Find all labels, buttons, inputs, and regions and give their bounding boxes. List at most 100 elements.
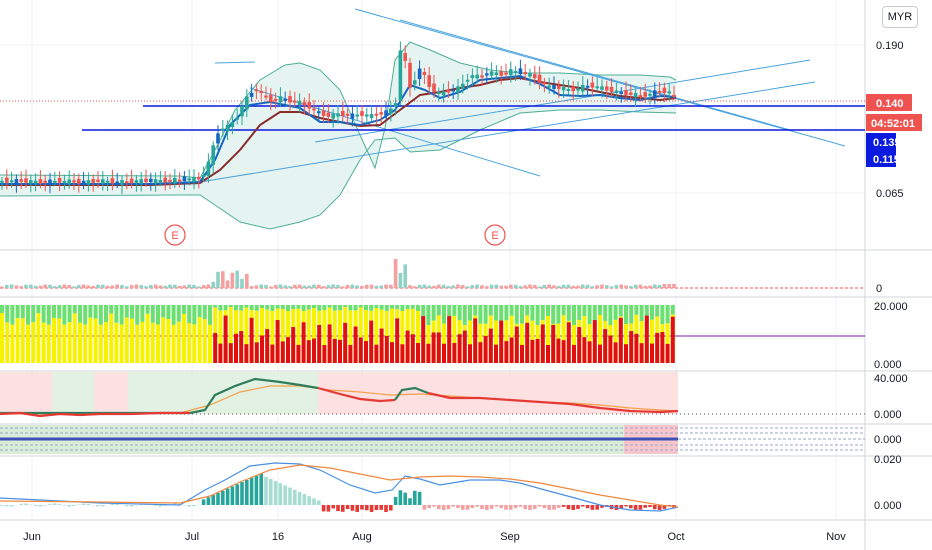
- osc-bar-yellow: [150, 322, 155, 363]
- osc-bar-red: [629, 331, 634, 363]
- volume-bar: [38, 285, 43, 288]
- osc-bar-red: [483, 335, 488, 363]
- macd-pane[interactable]: [0, 462, 679, 512]
- volume-bar: [489, 284, 494, 288]
- macd-histogram-bar: [581, 505, 585, 507]
- candle-body: [408, 62, 412, 88]
- osc-bar-green: [488, 305, 493, 316]
- macd-histogram-bar: [470, 505, 475, 508]
- candle-body: [201, 175, 206, 178]
- osc-bar-yellow: [639, 321, 644, 363]
- squeeze-pane[interactable]: [0, 425, 865, 454]
- macd-histogram-bar: [389, 505, 393, 511]
- candle-body: [331, 113, 335, 119]
- candle-body: [662, 87, 667, 94]
- macd-histogram-bar: [417, 491, 422, 505]
- candle-body: [249, 92, 254, 97]
- osc-bar-yellow: [364, 310, 368, 363]
- osc-bar-green: [192, 305, 197, 325]
- osc-bar-red: [670, 316, 675, 363]
- volume-bar: [384, 284, 388, 288]
- time-axis[interactable]: Jun Jul 16 Aug Sep Oct Nov: [23, 531, 846, 543]
- volume-bar: [571, 285, 575, 288]
- osc-bar-yellow: [78, 322, 82, 363]
- macd-histogram-bar: [259, 473, 263, 505]
- candle-body: [475, 74, 479, 79]
- candle-body: [326, 112, 331, 117]
- macd-histogram-bar: [273, 481, 278, 505]
- osc-bar-red: [275, 320, 280, 363]
- pane-separators[interactable]: [0, 249, 932, 521]
- candle-body: [307, 101, 311, 109]
- osc-bar-green: [650, 305, 654, 320]
- time-label-jul: Jul: [185, 531, 199, 543]
- macd-histogram-bar: [24, 503, 28, 505]
- price-axis[interactable]: 0.190 0.065 0.140 04:52:01 0.135 0.115 0…: [866, 40, 922, 512]
- candle-body: [302, 102, 307, 106]
- osc-bar-red: [468, 344, 472, 363]
- osc-bar-red: [343, 322, 348, 363]
- osc-bar-red: [618, 317, 623, 363]
- macd-histogram-bar: [187, 505, 191, 507]
- osc-bar-green: [551, 305, 556, 324]
- osc-bar-yellow: [348, 310, 353, 363]
- osc-bar-red: [514, 326, 519, 363]
- osc-bar-green: [442, 305, 446, 324]
- osc-bar-yellow: [0, 313, 4, 363]
- volume-bar: [465, 286, 470, 288]
- osc-bar-green: [374, 305, 379, 309]
- osc-bar-green: [72, 305, 77, 314]
- osc-bar-yellow: [161, 317, 166, 363]
- candle-body: [542, 82, 547, 85]
- osc-bar-green: [67, 305, 72, 323]
- candle-body: [240, 106, 244, 117]
- volume-bar: [177, 285, 182, 288]
- osc-bar-green: [384, 305, 389, 311]
- osc-bar-green: [114, 305, 119, 323]
- volume-pane[interactable]: [0, 259, 865, 289]
- candle-body: [446, 89, 451, 93]
- osc-bar-yellow: [20, 318, 25, 363]
- osc-bar-green: [421, 305, 426, 321]
- osc-bar-green: [46, 305, 51, 325]
- macd-histogram-bar: [254, 475, 259, 505]
- osc-bar-red: [265, 329, 270, 363]
- macd-histogram-bar: [494, 505, 499, 507]
- osc-bar-red: [234, 333, 238, 363]
- osc-bar-red: [228, 343, 233, 363]
- volume-bar: [446, 285, 451, 288]
- candle-body: [177, 179, 182, 182]
- earnings-marker-2[interactable]: E: [484, 224, 506, 246]
- adx-pane[interactable]: [0, 372, 865, 418]
- oscillator-bars-pane[interactable]: [0, 305, 865, 363]
- osc-bar-green: [530, 305, 535, 321]
- candlestick-series[interactable]: [0, 41, 676, 195]
- volume-bar: [86, 285, 91, 288]
- osc-bar-yellow: [312, 308, 316, 363]
- candle-body: [312, 108, 316, 111]
- osc-bar-yellow: [598, 315, 602, 363]
- osc-bar-red: [327, 324, 332, 363]
- osc-bar-red: [312, 338, 316, 363]
- macd-histogram-bar: [5, 505, 9, 507]
- candle-body: [225, 124, 230, 132]
- main-price-pane[interactable]: E E: [0, 8, 865, 246]
- osc-bar-green: [436, 305, 441, 316]
- adx-line-green-2: [394, 386, 429, 401]
- osc-bar-green: [93, 305, 98, 319]
- osc-bar-yellow: [187, 322, 192, 363]
- osc-bar-green: [535, 305, 540, 325]
- osc-bar-green: [83, 305, 88, 325]
- osc-bar-yellow: [197, 317, 202, 363]
- currency-button[interactable]: MYR: [882, 6, 918, 28]
- osc-bar-green: [41, 305, 46, 323]
- volume-bar: [369, 284, 374, 288]
- support-resistance-levels[interactable]: [0, 100, 865, 131]
- macd-histogram-bar: [278, 483, 283, 505]
- volume-bar: [173, 284, 177, 288]
- candle-body: [57, 177, 62, 183]
- osc-bar-green: [629, 305, 634, 324]
- osc-bar-yellow: [296, 308, 301, 363]
- earnings-marker-1[interactable]: E: [164, 224, 186, 246]
